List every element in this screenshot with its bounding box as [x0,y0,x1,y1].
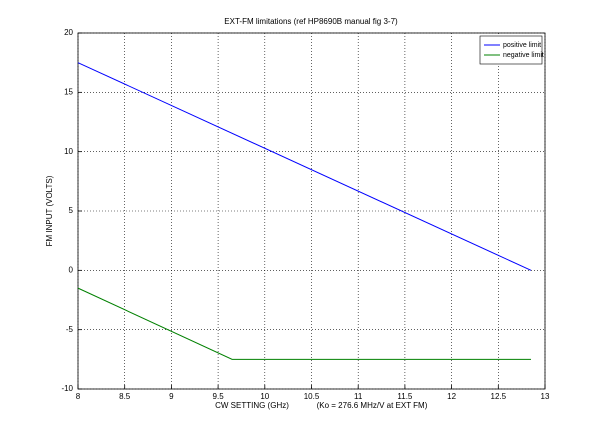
legend-label: positive limit [503,42,541,49]
x-tick-label: 13 [541,392,550,401]
x-tick-label: 12 [447,392,456,401]
chart-title: EXT-FM limitations (ref HP8690B manual f… [224,17,398,26]
x-axis-label: CW SETTING (GHz) [215,401,289,410]
y-tick-label: 15 [64,87,73,96]
legend-label: negative limit [503,52,544,59]
data-line [77,62,532,271]
legend-box [479,35,543,65]
y-tick-label: 20 [64,28,73,37]
y-tick-label: 10 [64,147,73,156]
x-tick-label: 10 [260,392,269,401]
annotation: (Ko = 276.6 MHz/V at EXT FM) [317,401,428,410]
plot-frame [77,32,546,390]
y-tick-label: 5 [69,206,74,215]
data-line [77,287,531,360]
x-tick-label: 10.5 [304,392,320,401]
x-tick-label: 9.5 [213,392,225,401]
x-tick-label: 8 [76,392,81,401]
x-tick-label: 8.5 [119,392,131,401]
x-tick-label: 11.5 [397,392,413,401]
x-tick-label: 12.5 [491,392,507,401]
y-tick-label: 0 [69,265,74,274]
y-axis-label: FM INPUT (VOLTS) [45,175,54,246]
y-tick-label: -5 [66,325,74,334]
x-tick-label: 11 [354,392,363,401]
x-tick-label: 9 [169,392,174,401]
y-tick-label: -10 [61,384,73,393]
